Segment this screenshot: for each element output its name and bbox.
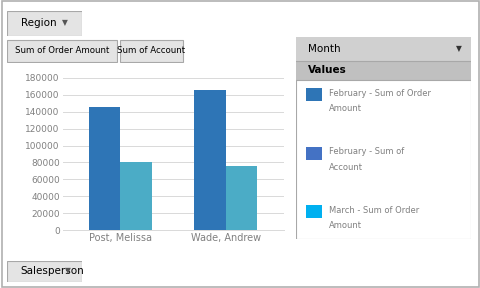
Text: Amount: Amount <box>328 221 361 230</box>
Bar <box>306 88 322 101</box>
Bar <box>7 40 117 62</box>
Bar <box>120 162 152 230</box>
Bar <box>295 37 470 61</box>
Text: Sum of Order Amount: Sum of Order Amount <box>15 46 109 55</box>
Text: Account: Account <box>328 162 362 172</box>
Bar <box>120 40 183 62</box>
Bar <box>306 147 322 160</box>
Text: Region: Region <box>21 18 56 28</box>
Text: Amount: Amount <box>328 104 361 113</box>
Bar <box>226 166 257 230</box>
Text: Values: Values <box>308 65 346 75</box>
Text: February - Sum of: February - Sum of <box>328 147 404 156</box>
Text: February - Sum of Order: February - Sum of Order <box>328 89 430 98</box>
Bar <box>194 90 226 230</box>
Text: ▼: ▼ <box>455 44 461 53</box>
Text: March - Sum of Order: March - Sum of Order <box>328 206 419 215</box>
Text: Month: Month <box>308 43 340 54</box>
Bar <box>295 61 470 80</box>
Text: Sum of Account: Sum of Account <box>117 46 185 55</box>
Bar <box>306 205 322 218</box>
Text: ▼: ▼ <box>62 18 68 27</box>
Bar <box>89 107 120 230</box>
Text: Salesperson: Salesperson <box>21 266 84 276</box>
Text: ▼: ▼ <box>65 266 71 276</box>
